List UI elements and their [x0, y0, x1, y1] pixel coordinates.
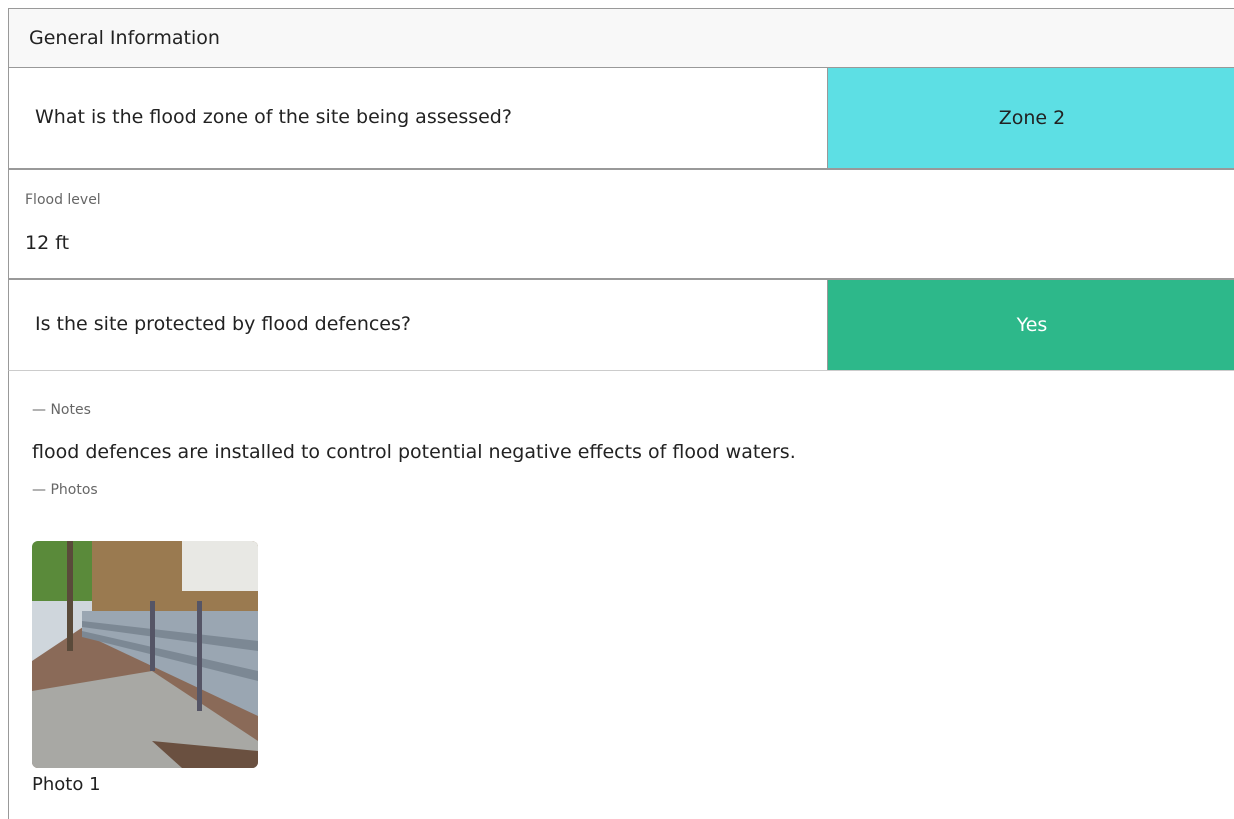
field-value: 12 ft: [25, 232, 69, 254]
question-row: What is the flood zone of the site being…: [8, 68, 1234, 170]
photos-label: — Photos: [32, 482, 98, 498]
notes-label: — Notes: [32, 402, 91, 418]
field-label: Flood level: [25, 192, 101, 208]
page: General Information What is the flood zo…: [0, 0, 1234, 819]
question-row: Is the site protected by flood defences?…: [8, 280, 1234, 371]
question: What is the flood zone of the site being…: [35, 106, 512, 128]
answer: Yes: [827, 280, 1234, 370]
left-border: [8, 371, 9, 819]
notes-text: flood defences are installed to control …: [32, 441, 796, 463]
question: Is the site protected by flood defences?: [35, 313, 411, 335]
photo-thumbnail[interactable]: [32, 541, 258, 768]
field-row: Flood level 12 ft: [8, 170, 1234, 280]
section-header: General Information: [8, 8, 1234, 68]
answer: Zone 2: [827, 68, 1234, 168]
section-title: General Information: [29, 27, 220, 49]
photo-caption: Photo 1: [32, 774, 101, 795]
